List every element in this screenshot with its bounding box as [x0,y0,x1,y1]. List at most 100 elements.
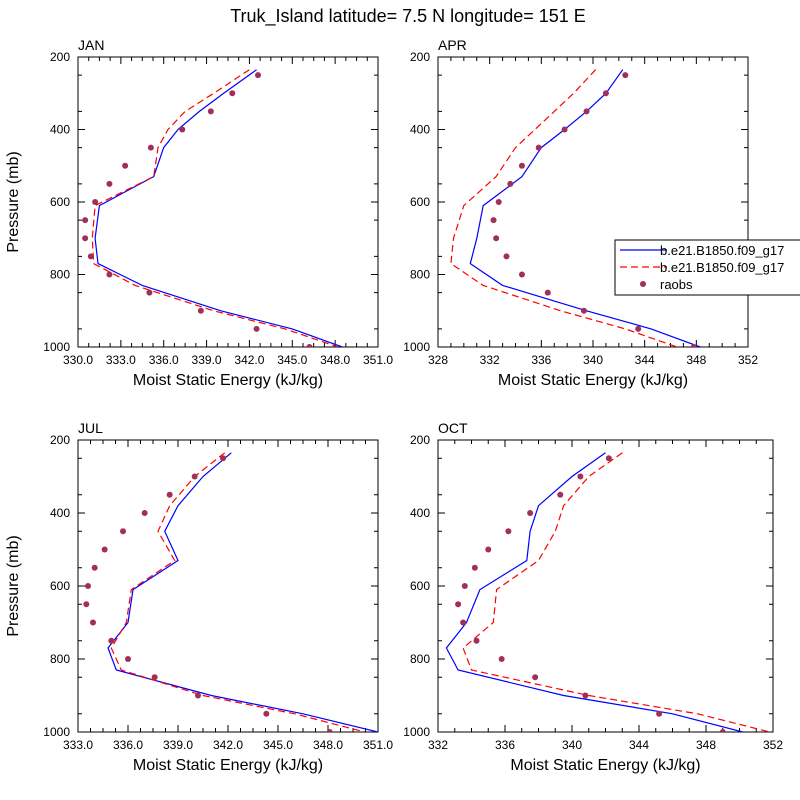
raobs-point [577,473,584,480]
raobs-point [493,235,500,242]
raobs-point [92,199,99,205]
raobs-point [146,289,153,296]
y-tick-label: 800 [50,268,70,282]
raobs-point [263,710,270,717]
y-tick-label: 600 [50,579,70,593]
raobs-point [83,601,90,608]
raobs-point [253,325,260,332]
raobs-point [108,637,115,644]
legend-label: raobs [660,277,693,292]
x-tick-label: 344 [635,353,655,367]
y-tick-label: 600 [410,195,430,209]
model-solid-line [107,452,378,732]
panel-jan: JAN 330.0 333.0 336.0 339.0 342.0 345.0 348.0 35… [5,37,393,389]
raobs-point [498,656,505,662]
raobs-point [582,692,589,699]
y-tick-label: 800 [410,268,430,282]
raobs-point [255,72,261,79]
y-tick-label: 800 [50,652,70,666]
raobs-point [535,144,542,151]
model-solid-line [445,452,743,732]
legend: b.e21.B1850.f09_g17 b.e21.B1850.f09_g17ra… [614,239,800,296]
raobs-point [106,271,113,278]
raobs-point [455,601,462,608]
raobs-point [605,455,612,462]
panel-label: JAN [78,37,104,53]
panel-label: APR [438,37,467,53]
raobs-point [544,289,551,296]
series-group [445,452,770,732]
y-tick-label: 600 [410,579,430,593]
raobs-point [90,619,96,626]
panel-label: JUL [78,420,103,436]
x-tick-label: 332 [480,353,500,367]
x-tick-label: 348.0 [320,353,350,367]
x-tick-label: 348 [696,738,716,752]
y-tick-label: 1000 [43,340,70,354]
raobs-point [101,546,108,553]
raobs-point [622,72,629,79]
x-tick-label: 342.0 [213,738,243,752]
x-tick-label: 340 [583,353,603,367]
raobs-point [719,729,726,732]
raobs-point [122,162,129,169]
x-tick-label: 345.0 [277,353,307,367]
y-tick-label: 200 [50,50,70,64]
x-tick-label: 352 [763,738,783,752]
x-tick-label: 333.0 [106,353,136,367]
y-tick-label: 400 [50,506,70,520]
raobs-point [141,510,148,516]
series-group [450,69,701,347]
y-tick-label: 200 [410,50,430,64]
x-tick-label: 348 [686,353,706,367]
raobs-point [690,344,697,347]
legend-marker [640,281,646,287]
y-tick-label: 800 [410,652,430,666]
raobs-point [306,344,313,347]
model-solid-line [94,69,343,347]
raobs-point [106,180,113,187]
raobs-point [461,583,468,589]
raobs-point [166,491,173,498]
raobs-point [147,144,154,151]
raobs-point [518,162,525,169]
raobs-point [179,126,186,133]
model-dashed-line [462,452,770,732]
y-tick-label: 1000 [403,340,430,354]
plot-frame [437,56,749,348]
raobs-point [503,253,510,260]
raobs-point [561,126,568,133]
plot-frame [77,439,379,733]
raobs-point [195,692,201,699]
figure-title: Truk_Island latitude= 7.5 N longitude= 1… [230,6,586,27]
raobs-point [191,473,198,480]
raobs-point [580,307,587,314]
raobs-point [460,619,467,626]
raobs-point [87,253,94,260]
series-group [82,69,343,347]
model-dashed-line [91,69,339,347]
x-tick-label: 330.0 [63,353,93,367]
raobs-point [207,108,214,115]
raobs-point [527,510,534,516]
x-tick-label: 339.0 [163,738,193,752]
x-tick-label: 352 [738,353,758,367]
x-tick-label: 336.0 [149,353,179,367]
raobs-point [507,180,514,187]
x-tick-label: 336 [531,353,551,367]
y-tick-label: 400 [410,123,430,137]
raobs-point [656,710,663,717]
raobs-point [229,90,236,97]
series-group [83,452,378,732]
x-tick-label: 348.0 [313,738,343,752]
raobs-point [120,528,126,535]
raobs-point [197,307,204,314]
model-dashed-line [450,69,678,347]
raobs-point [471,564,478,571]
y-tick-label: 1000 [43,725,70,739]
raobs-point [220,455,226,462]
raobs-point [91,564,98,571]
raobs-point [485,546,492,553]
raobs-point [602,90,609,97]
x-tick-label: 345.0 [263,738,293,752]
